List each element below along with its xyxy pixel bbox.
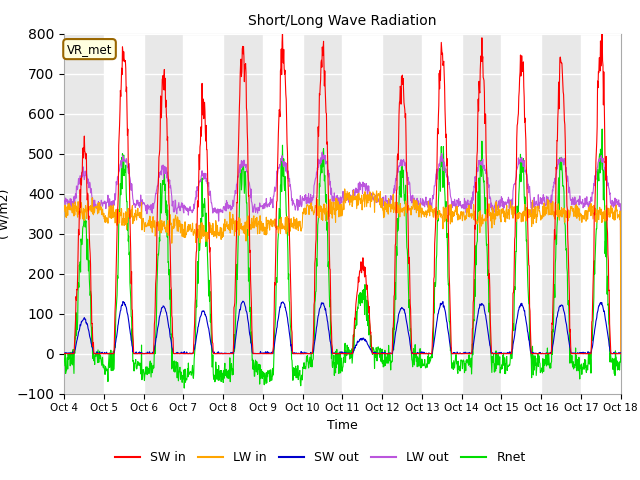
- X-axis label: Time: Time: [327, 419, 358, 432]
- Bar: [263, 34, 303, 394]
- Bar: [104, 34, 143, 394]
- Y-axis label: ( W/m2): ( W/m2): [0, 189, 11, 239]
- Bar: [502, 34, 541, 394]
- Legend: SW in, LW in, SW out, LW out, Rnet: SW in, LW in, SW out, LW out, Rnet: [109, 446, 531, 469]
- Title: Short/Long Wave Radiation: Short/Long Wave Radiation: [248, 14, 436, 28]
- Bar: [581, 34, 621, 394]
- Bar: [183, 34, 223, 394]
- Bar: [422, 34, 461, 394]
- Text: VR_met: VR_met: [67, 43, 112, 56]
- Bar: [342, 34, 382, 394]
